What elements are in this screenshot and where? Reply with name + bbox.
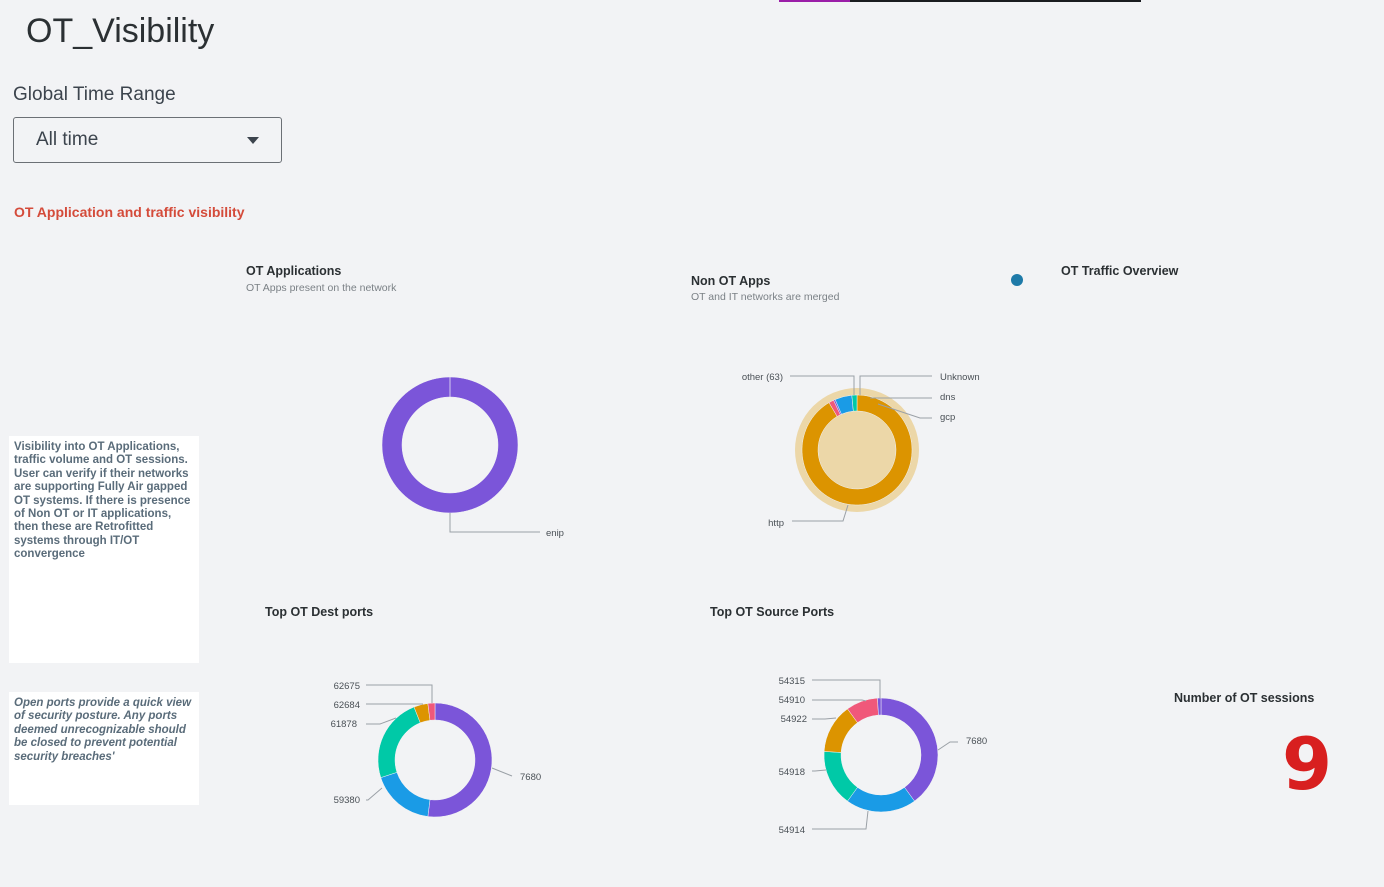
ports-note: Open ports provide a quick view of secur… <box>9 692 199 805</box>
time-range-dropdown[interactable]: All time <box>13 117 282 163</box>
source_ports-label-1: 54914 <box>779 825 805 836</box>
time-range-label: Global Time Range <box>13 84 176 105</box>
source_ports-leader-3 <box>812 717 837 720</box>
non_ot_apps-label-2: Unknown <box>940 372 980 383</box>
ot_apps-leader-0 <box>449 513 540 533</box>
source_ports-leader-2 <box>812 769 827 772</box>
source_ports-label-2: 54918 <box>779 767 805 778</box>
dest_ports-leader-0 <box>491 767 513 777</box>
dashboard-title: OT_Visibility <box>26 12 215 50</box>
visibility-note: Visibility into OT Applications, traffic… <box>9 436 199 663</box>
top-progress-accent <box>779 0 850 2</box>
non_ot_apps-leader-2 <box>859 375 932 395</box>
dest_ports-slice-4 <box>427 702 436 721</box>
dest_ports-label-0: 7680 <box>520 772 541 783</box>
source_ports-slice-2 <box>823 751 858 802</box>
dest-ports-title: Top OT Dest ports <box>265 605 374 619</box>
non_ot_apps-label-3: dns <box>940 392 956 403</box>
dest_ports-label-1: 59380 <box>334 795 360 806</box>
dest_ports-leader-2 <box>366 717 397 725</box>
source_ports-leader-4 <box>812 699 867 702</box>
dest_ports-slice-1 <box>380 772 431 817</box>
dest_ports-label-2: 61878 <box>331 719 357 730</box>
source_ports-label-0: 7680 <box>966 736 987 747</box>
ot-apps-title: OT Applications <box>246 264 342 278</box>
non_ot_apps-label-4: gcp <box>940 412 955 423</box>
dest_ports-label-4: 62675 <box>334 681 360 692</box>
source_ports-leader-5 <box>812 679 881 698</box>
source_ports-label-5: 54315 <box>779 676 805 687</box>
non_ot_apps-leader-4 <box>877 403 932 419</box>
ot_apps-label-0: enip <box>546 528 564 539</box>
chevron-down-icon <box>247 136 259 144</box>
non_ot_apps-label-0: http <box>768 518 784 529</box>
source_ports-label-4: 54910 <box>779 695 805 706</box>
non-ot-apps-subtitle: OT and IT networks are merged <box>691 291 840 303</box>
non_ot_apps-slice-0 <box>801 394 913 506</box>
section-title: OT Application and traffic visibility <box>14 204 245 220</box>
traffic-overview-title: OT Traffic Overview <box>1061 264 1179 278</box>
top-bar <box>850 0 1141 2</box>
source_ports-leader-1 <box>812 810 869 830</box>
ot_apps-slice-0 <box>381 376 519 514</box>
non_ot_apps-leader-0 <box>792 504 849 522</box>
ot-apps-subtitle: OT Apps present on the network <box>246 282 397 294</box>
non-ot-apps-title: Non OT Apps <box>691 274 771 288</box>
non_ot_apps-leader-1 <box>790 375 855 395</box>
source_ports-leader-0 <box>937 741 958 751</box>
source_ports-slice-1 <box>847 787 915 813</box>
sessions-value: 9 <box>1282 722 1333 806</box>
dest_ports-slice-0 <box>427 702 493 818</box>
source_ports-label-3: 54922 <box>781 714 807 725</box>
sessions-title: Number of OT sessions <box>1174 691 1315 705</box>
source-ports-title: Top OT Source Ports <box>710 605 835 619</box>
ports-note-text: Open ports provide a quick view of secur… <box>14 697 192 763</box>
source_ports-slice-5 <box>877 697 882 716</box>
non_ot_apps-slice-4 <box>851 394 858 412</box>
dest_ports-label-3: 62684 <box>334 700 360 711</box>
visibility-note-text: Visibility into OT Applications, traffic… <box>14 441 191 561</box>
time-range-value: All time <box>36 129 99 150</box>
dest_ports-slice-2 <box>377 706 421 778</box>
dest_ports-leader-1 <box>366 787 383 801</box>
non_ot_apps-label-1: other (63) <box>742 372 783 383</box>
dest_ports-leader-4 <box>366 684 433 703</box>
traffic-legend-dot <box>1011 274 1023 286</box>
source_ports-slice-0 <box>880 697 939 802</box>
